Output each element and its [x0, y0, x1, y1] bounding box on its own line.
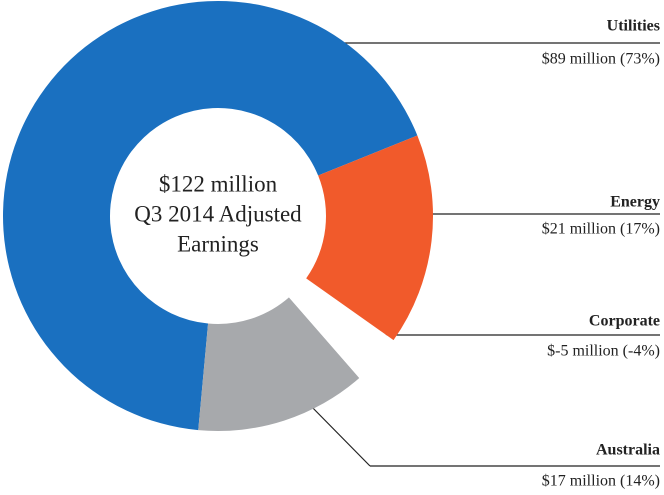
center-label: Earnings: [177, 231, 259, 256]
donut-segment: [306, 135, 433, 341]
segment-name: Utilities: [607, 18, 660, 35]
donut-segment: [288, 278, 394, 379]
donut-segment: [198, 297, 360, 431]
value-label: $-5 million (-4%): [547, 343, 660, 360]
value-label: $89 million (73%): [542, 51, 660, 68]
center-label: $122 million: [159, 171, 278, 196]
leader-line: [304, 399, 371, 467]
center-label: Q3 2014 Adjusted: [134, 201, 302, 226]
segment-name: Corporate: [589, 313, 660, 330]
donut-segment: [3, 0, 418, 431]
segment-name: Energy: [610, 194, 660, 211]
value-label: $17 million (14%): [542, 473, 660, 490]
value-label: $21 million (17%): [542, 221, 660, 238]
segment-name: Australia: [596, 442, 660, 459]
